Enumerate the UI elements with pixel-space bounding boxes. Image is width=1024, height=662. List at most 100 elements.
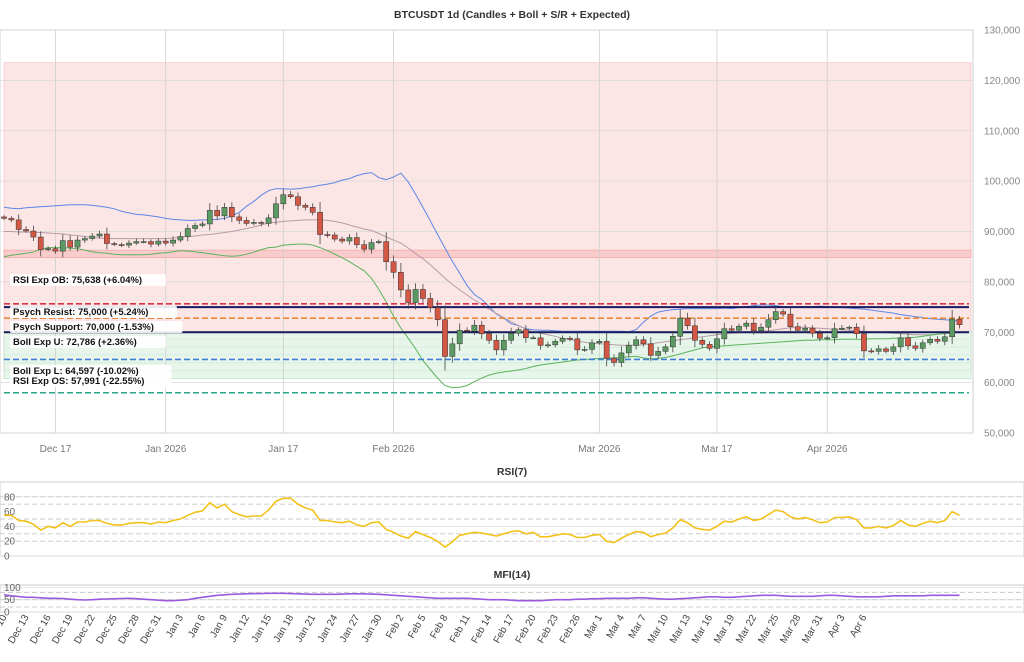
candle-body bbox=[59, 240, 66, 252]
candle-body bbox=[647, 343, 654, 356]
candle-body bbox=[883, 348, 889, 352]
candle-body bbox=[383, 241, 390, 262]
bottom-date-label: Jan 18 bbox=[272, 613, 297, 645]
candle-body bbox=[574, 338, 581, 351]
date-tick-label: Jan 17 bbox=[268, 444, 298, 455]
bottom-date-label: Dec 31 bbox=[139, 613, 165, 646]
candle-body bbox=[170, 239, 176, 244]
annotation-box bbox=[10, 321, 183, 333]
candle-body bbox=[559, 338, 566, 342]
bottom-date-label: Feb 8 bbox=[428, 613, 451, 641]
candle-body bbox=[640, 339, 647, 345]
candle-body bbox=[545, 344, 551, 347]
candle-body bbox=[464, 329, 470, 332]
date-tick-label: Feb 2026 bbox=[372, 444, 415, 455]
candle-body bbox=[420, 289, 426, 299]
annotation-box bbox=[10, 306, 177, 318]
candle-body bbox=[787, 313, 794, 327]
bottom-date-label: Jan 24 bbox=[316, 613, 341, 645]
candle-body bbox=[1, 216, 7, 219]
candle-body bbox=[324, 234, 331, 236]
candle-body bbox=[508, 333, 514, 341]
price-tick-label: 70,000 bbox=[984, 328, 1015, 339]
main-chart-title: BTCUSDT 1d (Candles + Boll + S/R + Expec… bbox=[394, 9, 630, 21]
bollinger-lower-line bbox=[3, 243, 960, 389]
price-tick-label: 50,000 bbox=[984, 429, 1015, 440]
candle-body bbox=[581, 349, 588, 351]
candle-body bbox=[728, 328, 735, 331]
rsi-tick-label: 40 bbox=[4, 522, 16, 533]
candle-body bbox=[74, 239, 81, 248]
bottom-date-label: Feb 2 bbox=[384, 613, 407, 641]
candle-body bbox=[743, 322, 750, 327]
bottom-date-label: Mar 31 bbox=[800, 613, 825, 646]
candle-body bbox=[331, 234, 338, 240]
candle-body bbox=[177, 236, 184, 241]
candle-body bbox=[148, 241, 154, 245]
candle-body bbox=[96, 233, 103, 237]
candle-body bbox=[846, 326, 853, 329]
candle-body bbox=[236, 216, 243, 221]
bottom-date-label: Jan 27 bbox=[338, 613, 363, 645]
price-tick-label: 100,000 bbox=[984, 177, 1021, 188]
bottom-date-label: Jan 21 bbox=[294, 613, 319, 645]
mfi-line bbox=[3, 592, 960, 602]
candle-body bbox=[706, 344, 713, 349]
candle-body bbox=[302, 205, 309, 208]
candle-body bbox=[434, 307, 441, 320]
candle-body bbox=[427, 298, 434, 308]
candle-body bbox=[927, 339, 933, 344]
candle-body bbox=[780, 311, 786, 315]
candle-body bbox=[89, 235, 96, 239]
candle-body bbox=[471, 324, 478, 332]
candle-body bbox=[611, 358, 617, 363]
candle-body bbox=[346, 237, 353, 242]
candle-body bbox=[82, 238, 88, 241]
candle-body bbox=[265, 217, 272, 224]
candle-body bbox=[229, 207, 235, 218]
annotation-psych-support: Psych Support: 70,000 (-1.53%) bbox=[10, 321, 183, 333]
candle-body bbox=[118, 244, 125, 246]
candle-body bbox=[839, 327, 845, 330]
candle-body bbox=[941, 336, 948, 342]
candle-body bbox=[589, 342, 595, 350]
bottom-date-label: Jan 3 bbox=[164, 613, 186, 640]
candle-body bbox=[111, 243, 118, 245]
candle-body bbox=[221, 207, 228, 217]
date-tick-label: Mar 2026 bbox=[578, 444, 621, 455]
price-tick-label: 120,000 bbox=[984, 76, 1021, 87]
candle-body bbox=[802, 327, 808, 331]
annotation-rsi-exp-ob: RSI Exp OB: 75,638 (+6.04%) bbox=[10, 274, 166, 286]
candle-body bbox=[309, 207, 316, 213]
annotation-box bbox=[10, 274, 166, 286]
price-tick-label: 60,000 bbox=[984, 378, 1015, 389]
rsi-tick-label: 60 bbox=[4, 507, 16, 518]
resistance-zone bbox=[3, 62, 972, 373]
price-panel: 50,000 60,000 70,000 80,000 90,000 100,000 110… bbox=[0, 26, 1021, 455]
candle-body bbox=[493, 340, 500, 351]
annotation-rsi-exp-os: RSI Exp OS: 57,991 (-22.55%) bbox=[10, 375, 172, 387]
candle-body bbox=[831, 328, 838, 339]
candle-body bbox=[368, 242, 375, 250]
candle-body bbox=[500, 340, 507, 351]
annotation-box bbox=[10, 375, 172, 387]
candle-body bbox=[398, 272, 404, 291]
candle-body bbox=[353, 237, 360, 245]
bottom-date-label: Jan 15 bbox=[250, 613, 275, 645]
bottom-date-label: Mar 1 bbox=[583, 613, 606, 641]
candle-body bbox=[390, 261, 397, 273]
candle-body bbox=[67, 240, 74, 248]
rsi-tick-label: 20 bbox=[4, 537, 16, 548]
candle-body bbox=[405, 289, 412, 303]
rsi-panel: 0 20 40 60 80 bbox=[0, 481, 1024, 563]
candle-body bbox=[449, 343, 456, 357]
candle-body bbox=[23, 229, 29, 232]
candle-body bbox=[104, 233, 110, 244]
annotation-box bbox=[10, 365, 172, 377]
date-tick-label: Dec 17 bbox=[40, 444, 72, 455]
candle-body bbox=[456, 329, 463, 345]
price-tick-label: 80,000 bbox=[984, 277, 1015, 288]
price-tick-label: 90,000 bbox=[984, 227, 1015, 238]
candle-body bbox=[140, 241, 147, 243]
